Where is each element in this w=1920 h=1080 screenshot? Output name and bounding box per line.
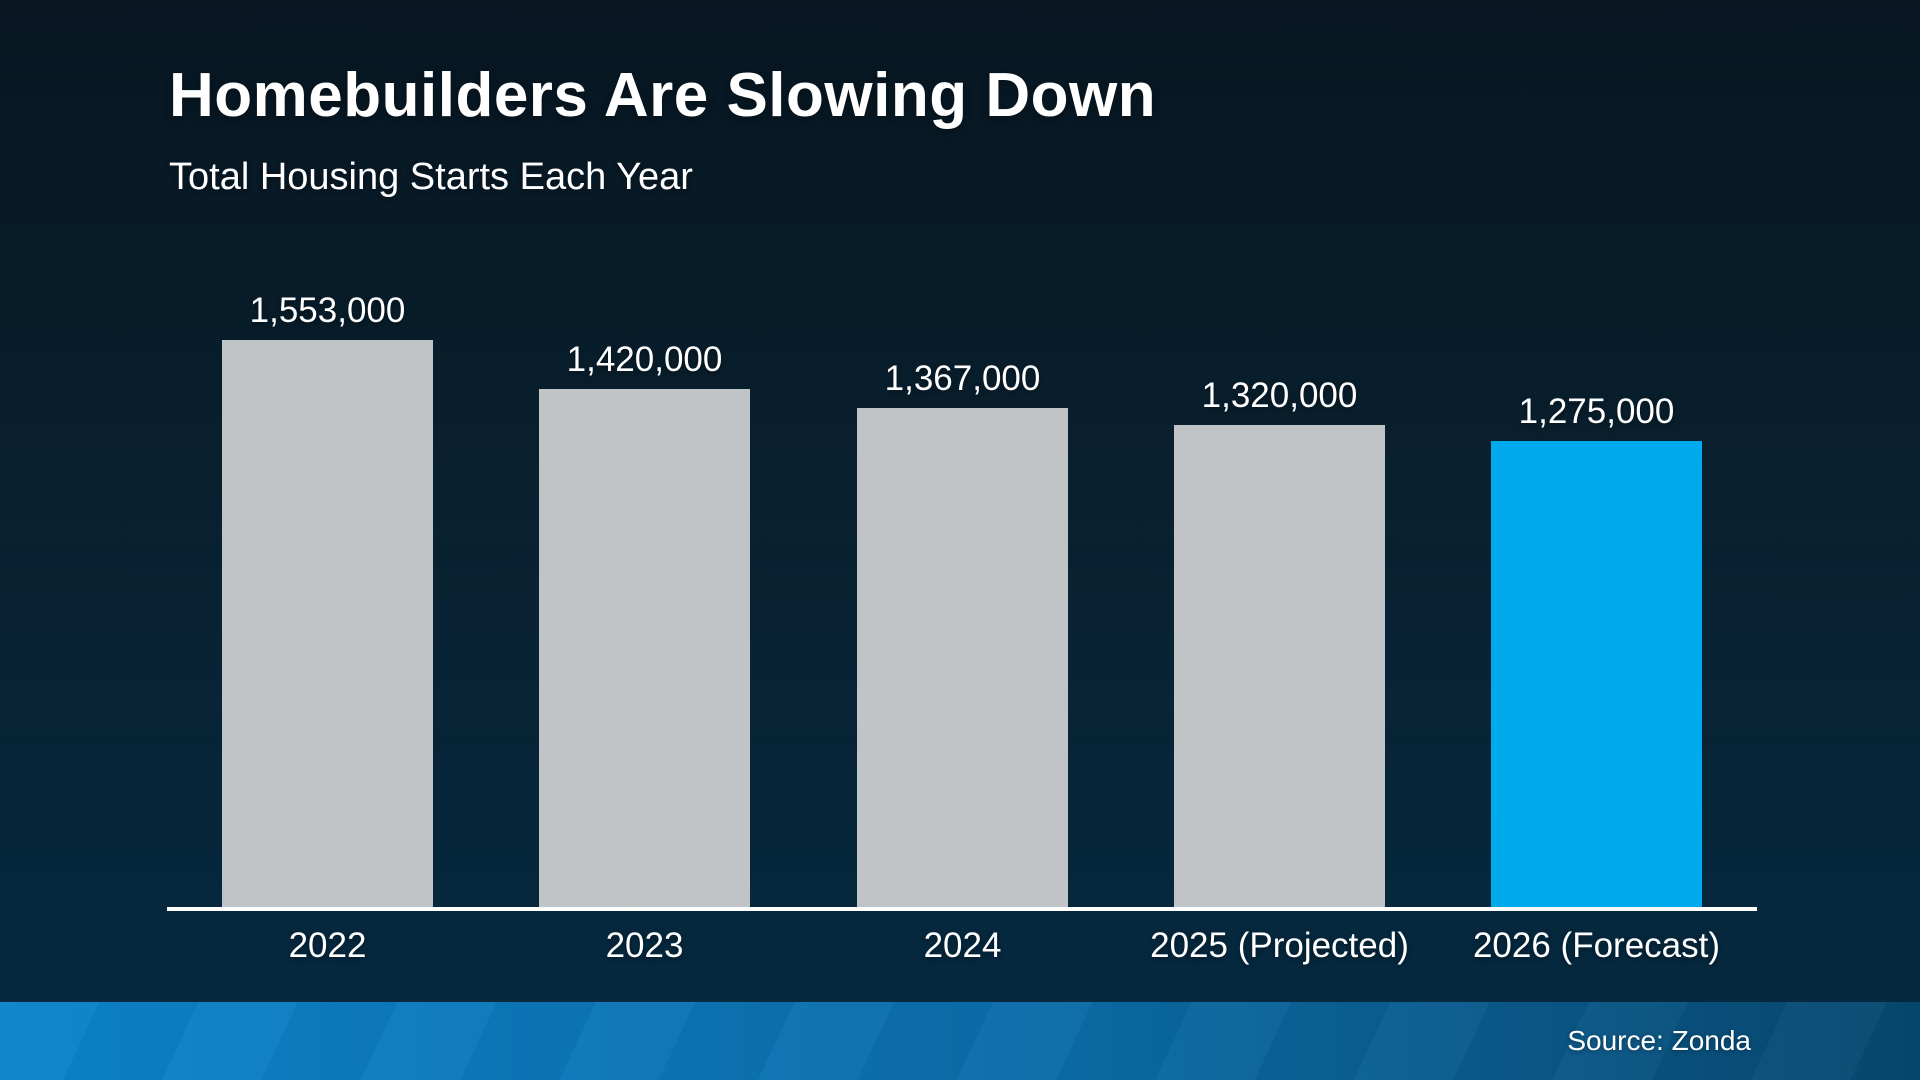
bar-value-label: 1,367,000 <box>884 359 1041 398</box>
bar-value-label: 1,275,000 <box>1518 392 1675 431</box>
bar <box>222 340 433 907</box>
x-axis-tick-label: 2024 <box>923 926 1002 965</box>
bar-value-label: 1,553,000 <box>249 291 406 330</box>
page-title: Homebuilders Are Slowing Down <box>169 61 1157 130</box>
bar-column: 1,420,000 <box>539 0 750 1080</box>
x-axis-tick-label: 2022 <box>288 926 367 965</box>
source-attribution: Source: Zonda <box>1567 1025 1751 1056</box>
bar-value-label: 1,320,000 <box>1201 376 1358 415</box>
footer-band: Source: Zonda <box>0 1002 1920 1080</box>
bar-column: 1,367,000 <box>857 0 1068 1080</box>
bar-forecast <box>1491 441 1702 907</box>
x-axis-tick-label: 2025 (Projected) <box>1150 926 1409 965</box>
chart-subtitle: Total Housing Starts Each Year <box>169 156 693 198</box>
x-axis-line <box>167 907 1757 911</box>
bar-column: 1,320,000 <box>1174 0 1385 1080</box>
x-axis-tick-label: 2023 <box>605 926 684 965</box>
bar <box>1174 425 1385 907</box>
bar-column: 1,553,000 <box>222 0 433 1080</box>
bar <box>857 408 1068 907</box>
x-axis-tick-label: 2026 (Forecast) <box>1472 926 1721 965</box>
bar-column: 1,275,000 <box>1491 0 1702 1080</box>
bar <box>539 389 750 907</box>
bar-value-label: 1,420,000 <box>566 340 723 379</box>
